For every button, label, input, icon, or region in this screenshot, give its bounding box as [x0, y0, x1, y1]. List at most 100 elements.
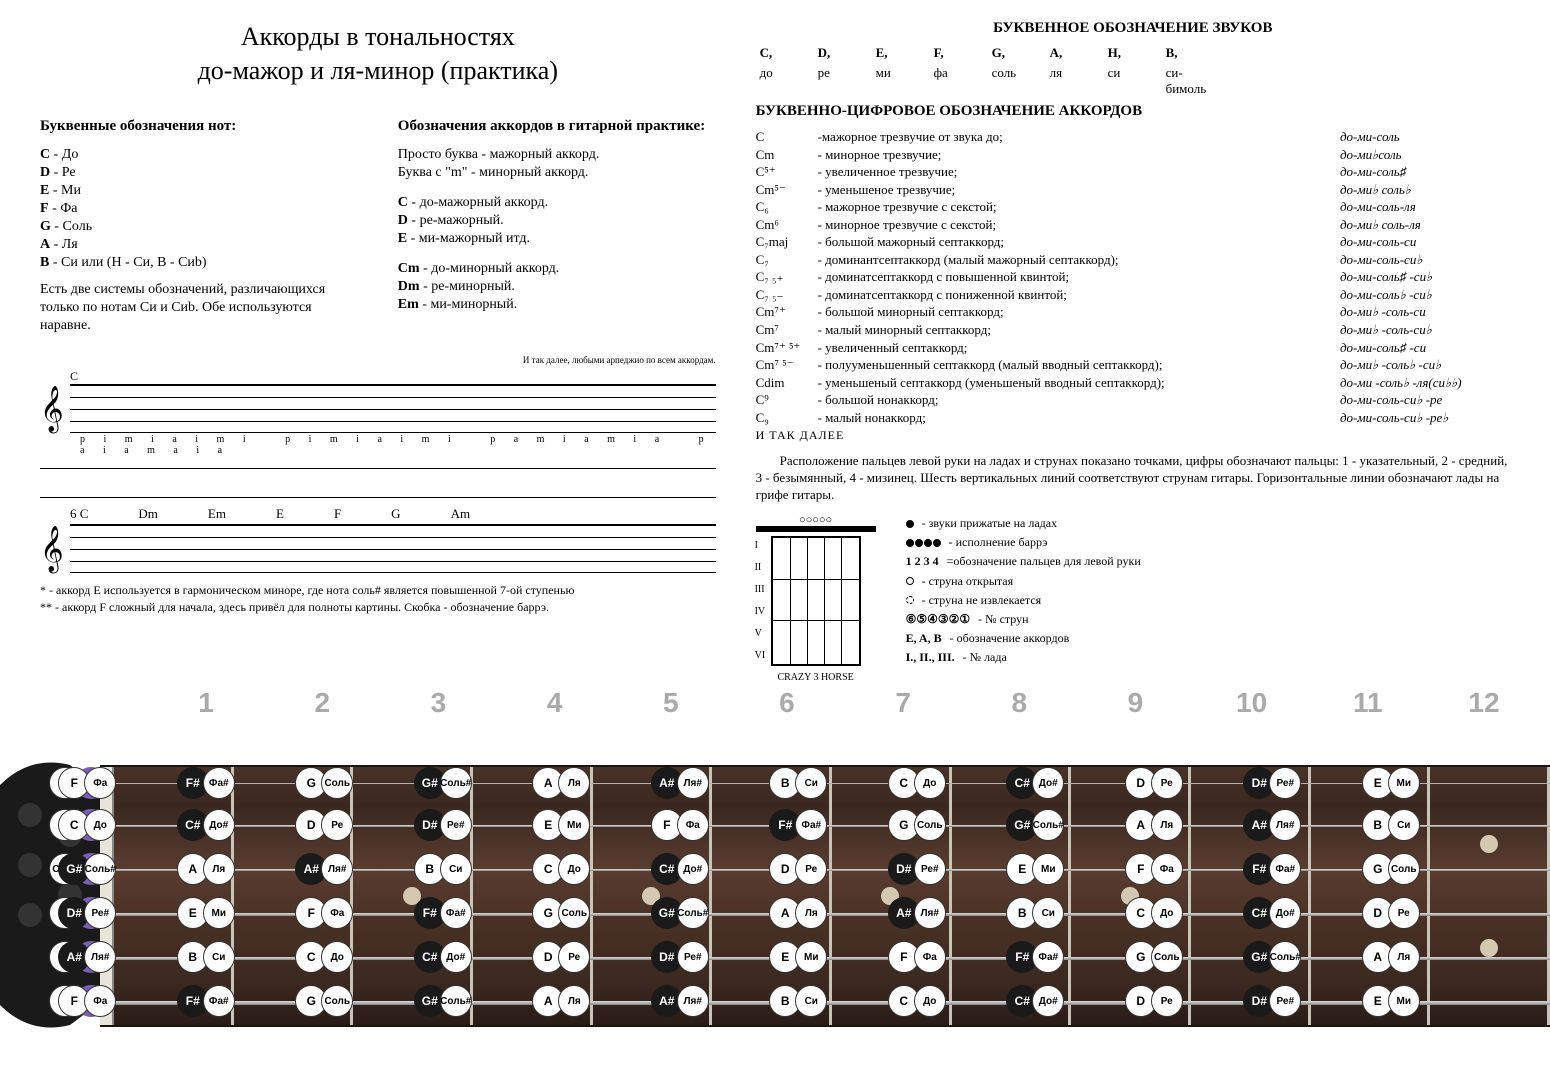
fret-note: G#Соль#: [417, 985, 469, 1017]
left-column: Аккорды в тональностяхдо-мажор и ля-мино…: [40, 20, 746, 683]
table-row: Cm⁷- малый минорный септаккорд;до-ми♭ -с…: [756, 321, 1510, 339]
treble-clef-icon: 𝄞: [40, 525, 64, 572]
fret-note: A#Ля#: [654, 985, 706, 1017]
fret-note: D#Ре#: [417, 809, 469, 841]
fret-note: CДо: [298, 941, 350, 973]
table-row: Cm⁷⁺- большой минорный септаккорд;до-ми♭…: [756, 303, 1510, 321]
note-item: F - Фа: [40, 201, 358, 217]
table-row: Cdim- уменьшеный септаккорд (уменьшеный …: [756, 374, 1510, 392]
legend-item: - струна открытая: [906, 572, 1141, 591]
fret-note: GСоль: [298, 985, 350, 1017]
note-item: A - Ля: [40, 237, 358, 253]
chord-label: 6 C: [70, 506, 88, 522]
fret-note: BСи: [417, 853, 469, 885]
table-row: Cm⁵⁻- уменьшеное трезвучие;до-ми♭ соль♭: [756, 181, 1510, 199]
table-row: C₇ ₅₊- доминатсептаккорд с повышенной кв…: [756, 268, 1510, 286]
fret-number: 1: [148, 687, 264, 719]
fret-number: 9: [1077, 687, 1193, 719]
fret-note: D#Ре#: [1246, 767, 1298, 799]
fret-note: FФа: [61, 985, 113, 1017]
fret-note: A#Ля#: [61, 941, 113, 973]
fret-note: G#Соль#: [1009, 809, 1061, 841]
fret-note: BСи: [1009, 897, 1061, 929]
chord-table: C-мажорное трезвучие от звука до;до-ми-с…: [756, 128, 1510, 426]
legend: ○○○○○ III IIIIV VVI CRAZY 3 HORSE - звук…: [756, 514, 1510, 683]
fret-note: BСи: [772, 767, 824, 799]
note-item: D - Ре: [40, 165, 358, 181]
fret-note: A#Ля#: [1246, 809, 1298, 841]
note-item: B - Си или (H - Си, B - Сиb): [40, 255, 358, 271]
chord-label: E: [276, 506, 284, 522]
fret-note: DРе: [1128, 985, 1180, 1017]
fret-number: 6: [729, 687, 845, 719]
fret-note: C#До#: [654, 853, 706, 885]
fret-note: DРе: [535, 941, 587, 973]
fret-note: DРе: [298, 809, 350, 841]
legend-item: I., II., III. - № лада: [906, 648, 1141, 667]
fret-note: FФа: [61, 767, 113, 799]
fret-number: 4: [497, 687, 613, 719]
fret-note: GСоль: [535, 897, 587, 929]
chord-item: Em - ми-минорный.: [398, 297, 716, 313]
fret-note: D#Ре#: [891, 853, 943, 885]
fret-note: DРе: [772, 853, 824, 885]
fret-note: C#До#: [1009, 767, 1061, 799]
fret-note: AЛя: [1365, 941, 1417, 973]
fret-note: CДо: [891, 767, 943, 799]
fret-note: F#Фа#: [417, 897, 469, 929]
fret-note: EМи: [535, 809, 587, 841]
fret-note: G#Соль#: [61, 853, 113, 885]
fret-note: EМи: [1365, 985, 1417, 1017]
table-row: Cm⁷⁺ ⁵⁺- увеличенный септаккорд;до-ми-со…: [756, 339, 1510, 357]
footnote: * - аккорд E используется в гармоническо…: [40, 582, 716, 616]
fret-note: AЛя: [1128, 809, 1180, 841]
fret-note: FФа: [891, 941, 943, 973]
fret-note: BСи: [180, 941, 232, 973]
table-row: Cm- минорное трезвучие;до-ми♭соль: [756, 146, 1510, 164]
fret-note: FФа: [654, 809, 706, 841]
chord-item: D - ре-мажорный.: [398, 213, 716, 229]
table-row: Cm⁷ ⁵⁻- полууменьшенный септаккорд (малы…: [756, 356, 1510, 374]
fret-note: GСоль: [298, 767, 350, 799]
chord-label: Em: [208, 506, 226, 522]
fret-note: BСи: [772, 985, 824, 1017]
fret-note: F#Фа#: [180, 767, 232, 799]
fret-note: A#Ля#: [891, 897, 943, 929]
table-row: C₆- мажорное трезвучие с секстой;до-ми-с…: [756, 198, 1510, 216]
fret-numbers: 123456789101112: [148, 687, 1542, 719]
fret-note: AЛя: [535, 767, 587, 799]
fret-number: 3: [380, 687, 496, 719]
fret-note: D#Ре#: [1246, 985, 1298, 1017]
chord-diagram: III IIIIV VVI: [771, 536, 861, 666]
fret-note: FФа: [298, 897, 350, 929]
fret-note: AЛя: [772, 897, 824, 929]
page-title: Аккорды в тональностяхдо-мажор и ля-мино…: [40, 20, 716, 88]
fret-number: 7: [845, 687, 961, 719]
note-item: G - Соль: [40, 219, 358, 235]
table-row: C⁵⁺- увеличенное трезвучие;до-ми-соль♯: [756, 163, 1510, 181]
table-row: C₇- доминантсептаккорд (малый мажорный с…: [756, 251, 1510, 269]
fret-note: C#До#: [180, 809, 232, 841]
chord-item: Cm - до-минорный аккорд.: [398, 261, 716, 277]
music-notation: И так далее, любыми арпеджио по всем акк…: [40, 355, 716, 572]
right-column: БУКВЕННОЕ ОБОЗНАЧЕНИЕ ЗВУКОВ C,D,E,F,G,A…: [746, 20, 1510, 683]
chord-letters: Обозначения аккордов в гитарной практике…: [398, 118, 716, 336]
fret-note: GСоль: [1128, 941, 1180, 973]
fret-note: EМи: [180, 897, 232, 929]
fret-note: DРе: [1365, 897, 1417, 929]
fret-note: C#До#: [1009, 985, 1061, 1017]
fret-note: A#Ля#: [654, 767, 706, 799]
fret-note: D#Ре#: [61, 897, 113, 929]
fretboard: 123456789101112 МиEСиBСольGРеDЛяAМиE FФа…: [0, 675, 1550, 1075]
fret-note: G#Соль#: [1246, 941, 1298, 973]
fret-number: 10: [1194, 687, 1310, 719]
table-row: C⁹- большой нонаккорд;до-ми-соль-си♭ -ре: [756, 391, 1510, 409]
fret-number: 11: [1310, 687, 1426, 719]
fret-note: CДо: [891, 985, 943, 1017]
fret-note: CДо: [61, 809, 113, 841]
table-row: C₇ ₅₋- доминатсептаккорд с пониженной кв…: [756, 286, 1510, 304]
fret-number: 2: [264, 687, 380, 719]
fret-note: GСоль: [1365, 853, 1417, 885]
chord-item: C - до-мажорный аккорд.: [398, 195, 716, 211]
fret-note: BСи: [1365, 809, 1417, 841]
